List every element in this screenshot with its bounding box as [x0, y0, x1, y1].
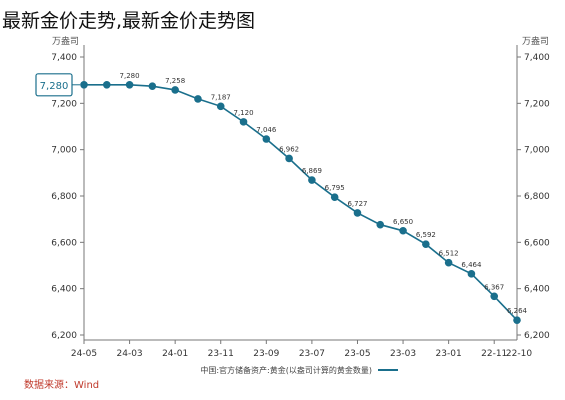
- data-point: [125, 81, 134, 89]
- data-point: [353, 209, 362, 217]
- page-title: 最新金价走势,最新金价走势图: [2, 10, 256, 32]
- data-label: 6,264: [507, 307, 528, 315]
- x-tick-label: 22-10: [506, 349, 532, 359]
- data-label: 7,187: [211, 93, 231, 101]
- data-point: [285, 154, 293, 163]
- y-tick-label-left: 6,600: [51, 238, 77, 248]
- data-point: [330, 193, 339, 201]
- data-label: 6,512: [439, 250, 459, 258]
- x-tick-label: 24-05: [71, 349, 97, 359]
- x-tick-label: 23-01: [436, 349, 462, 359]
- y-tick-label-left: 6,400: [51, 285, 77, 295]
- data-point: [102, 81, 111, 89]
- y-tick-label-left: 7,000: [51, 146, 77, 156]
- x-tick-label: 23-05: [344, 349, 370, 359]
- data-label: 6,869: [302, 167, 322, 175]
- data-point: [194, 95, 202, 103]
- x-tick-label: 23-09: [253, 349, 279, 359]
- x-tick-label: 23-07: [299, 349, 325, 359]
- x-tick-label: 24-01: [162, 349, 188, 359]
- x-tick-label: 24-03: [117, 349, 143, 359]
- data-point: [490, 292, 499, 301]
- data-point: [216, 102, 225, 111]
- y-tick-label-left: 6,200: [51, 331, 77, 341]
- data-point: [467, 270, 476, 278]
- callout-label: 7,280: [40, 81, 69, 92]
- data-point: [308, 176, 316, 184]
- data-label: 6,367: [484, 283, 504, 291]
- y-tick-label-right: 7,000: [524, 146, 550, 156]
- data-label: 7,120: [234, 109, 254, 117]
- y-tick-label-right: 6,400: [524, 285, 550, 295]
- y-unit-label-left: 万盎司: [52, 35, 79, 47]
- source-label: 数据来源：Wind: [24, 378, 99, 391]
- data-label: 7,258: [165, 77, 185, 85]
- chart-series: [80, 81, 521, 324]
- data-label: 6,650: [393, 218, 413, 226]
- data-point: [148, 82, 157, 90]
- y-tick-label-right: 7,400: [524, 53, 550, 63]
- data-label: 6,962: [279, 145, 299, 153]
- data-point: [422, 240, 430, 248]
- y-tick-label-right: 6,800: [524, 192, 550, 202]
- y-tick-label-right: 6,600: [524, 238, 550, 248]
- x-tick-label: 23-03: [390, 349, 416, 359]
- data-label: 6,727: [347, 200, 367, 208]
- data-point: [444, 258, 453, 267]
- data-point: [513, 316, 521, 324]
- data-point: [262, 135, 271, 143]
- data-label: 7,046: [256, 126, 277, 134]
- y-tick-label-right: 7,200: [524, 99, 550, 109]
- series-line: [84, 84, 518, 321]
- y-unit-label-right: 万盎司: [522, 35, 549, 47]
- x-tick-label: 22-11: [481, 349, 507, 359]
- data-point: [171, 86, 179, 94]
- chart-extras: 7,280 中国:官方储备资产:黄金(以盎司计算的黄金数量) 数据来源：Wind: [24, 73, 398, 391]
- data-point: [80, 81, 88, 89]
- data-point: [239, 118, 248, 126]
- y-tick-label-left: 7,200: [51, 99, 77, 109]
- data-label: 6,795: [325, 184, 345, 192]
- x-tick-label: 23-11: [208, 349, 234, 359]
- chart-ticks: 6,200 6,200 6,400 6,400 6,600 6,600 6,800 6,800…: [51, 53, 550, 359]
- y-tick-label-right: 6,200: [524, 331, 550, 341]
- data-label: 6,464: [461, 261, 482, 269]
- legend-label: 中国:官方储备资产:黄金(以盎司计算的黄金数量): [200, 365, 372, 375]
- chart-axes: 万盎司 万盎司: [52, 35, 549, 341]
- data-label: 7,280: [120, 72, 140, 80]
- y-tick-label-left: 7,400: [51, 53, 77, 63]
- y-tick-label-left: 6,800: [51, 192, 77, 202]
- data-point: [376, 220, 385, 229]
- data-point: [399, 226, 407, 235]
- data-label: 6,592: [416, 231, 436, 239]
